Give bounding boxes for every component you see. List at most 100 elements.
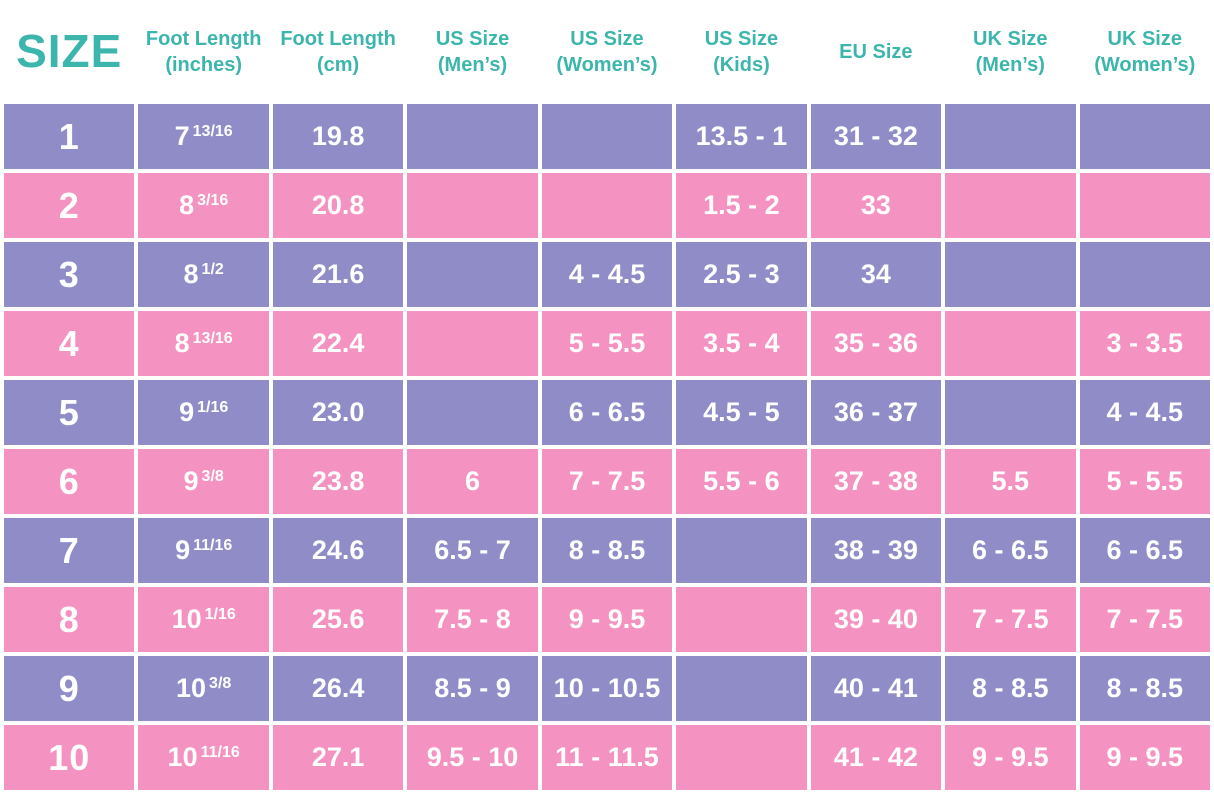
cell-inches: 8 1/2 xyxy=(138,242,269,307)
cell-inches: 7 13/16 xyxy=(138,104,269,169)
cell: 8 - 8.5 xyxy=(541,518,673,583)
cell xyxy=(407,311,538,376)
cell xyxy=(945,242,1076,307)
cell: 4.5 - 5 xyxy=(676,380,807,445)
cell: 3.5 - 4 xyxy=(676,311,807,376)
cell-inches: 10 11/16 xyxy=(138,725,269,790)
cell: 20.8 xyxy=(272,173,404,238)
inch-fraction: 3/8 xyxy=(209,675,232,692)
table-row: 6 9 3/8 23.8 6 7 - 7.5 5.5 - 6 37 - 38 5.5 5 - 5.… xyxy=(4,449,1210,514)
cell xyxy=(945,311,1076,376)
cell: 27.1 xyxy=(272,725,404,790)
cell: 9 - 9.5 xyxy=(1079,725,1210,790)
cell: 23.0 xyxy=(272,380,404,445)
cell: 11 - 11.5 xyxy=(541,725,673,790)
cell: 7 - 7.5 xyxy=(945,587,1076,652)
cell-inches: 8 3/16 xyxy=(138,173,269,238)
inch-fraction: 1/2 xyxy=(201,261,224,278)
table-header: SIZE Foot Length (inches) Foot Length (cm) US… xyxy=(4,4,1210,100)
cell: 24.6 xyxy=(272,518,404,583)
row-size-cell: 7 xyxy=(4,518,135,583)
cell xyxy=(1079,104,1210,169)
cell: 9.5 - 10 xyxy=(407,725,538,790)
cell: 6 xyxy=(407,449,538,514)
cell-inches: 8 13/16 xyxy=(138,311,269,376)
cell: 39 - 40 xyxy=(810,587,942,652)
cell xyxy=(676,518,807,583)
column-header-3: US Size (Men’s) xyxy=(407,4,538,100)
cell: 41 - 42 xyxy=(810,725,942,790)
cell: 6 - 6.5 xyxy=(1079,518,1210,583)
cell xyxy=(1079,242,1210,307)
cell-inches: 9 11/16 xyxy=(138,518,269,583)
column-header-1: Foot Length (inches) xyxy=(138,4,269,100)
cell: 23.8 xyxy=(272,449,404,514)
cell: 9 - 9.5 xyxy=(541,587,673,652)
cell-inches: 9 1/16 xyxy=(138,380,269,445)
table-row: 9 10 3/8 26.4 8.5 - 9 10 - 10.5 40 - 41 8 - 8.5… xyxy=(4,656,1210,721)
cell: 6 - 6.5 xyxy=(945,518,1076,583)
cell xyxy=(541,104,673,169)
cell: 22.4 xyxy=(272,311,404,376)
cell: 5 - 5.5 xyxy=(1079,449,1210,514)
inch-fraction: 11/16 xyxy=(200,744,240,761)
cell xyxy=(407,104,538,169)
cell-inches: 10 3/8 xyxy=(138,656,269,721)
cell: 8 - 8.5 xyxy=(1079,656,1210,721)
table-row: 4 8 13/16 22.4 5 - 5.5 3.5 - 4 35 - 36 3 - 3.5 xyxy=(4,311,1210,376)
cell: 5.5 - 6 xyxy=(676,449,807,514)
cell xyxy=(407,173,538,238)
cell: 7 - 7.5 xyxy=(541,449,673,514)
cell: 36 - 37 xyxy=(810,380,942,445)
inch-fraction: 3/16 xyxy=(197,192,229,209)
inch-fraction: 13/16 xyxy=(192,123,233,140)
table-row: 2 8 3/16 20.8 1.5 - 2 33 xyxy=(4,173,1210,238)
column-header-0: SIZE xyxy=(4,4,135,100)
cell: 7 - 7.5 xyxy=(1079,587,1210,652)
cell: 19.8 xyxy=(272,104,404,169)
cell-inches: 10 1/16 xyxy=(138,587,269,652)
cell: 34 xyxy=(810,242,942,307)
cell xyxy=(407,380,538,445)
row-size-cell: 1 xyxy=(4,104,135,169)
column-header-6: EU Size xyxy=(810,4,942,100)
cell: 4 - 4.5 xyxy=(541,242,673,307)
row-size-cell: 5 xyxy=(4,380,135,445)
cell: 1.5 - 2 xyxy=(676,173,807,238)
table-row: 5 9 1/16 23.0 6 - 6.5 4.5 - 5 36 - 37 4 - 4.5 xyxy=(4,380,1210,445)
cell: 13.5 - 1 xyxy=(676,104,807,169)
cell: 6.5 - 7 xyxy=(407,518,538,583)
cell: 25.6 xyxy=(272,587,404,652)
row-size-cell: 6 xyxy=(4,449,135,514)
cell xyxy=(407,242,538,307)
cell: 3 - 3.5 xyxy=(1079,311,1210,376)
cell: 35 - 36 xyxy=(810,311,942,376)
cell: 9 - 9.5 xyxy=(945,725,1076,790)
cell: 5.5 xyxy=(945,449,1076,514)
table-row: 3 8 1/2 21.6 4 - 4.5 2.5 - 3 34 xyxy=(4,242,1210,307)
inch-fraction: 1/16 xyxy=(197,399,229,416)
cell xyxy=(945,104,1076,169)
row-size-cell: 2 xyxy=(4,173,135,238)
cell xyxy=(1079,173,1210,238)
cell: 31 - 32 xyxy=(810,104,942,169)
cell: 8.5 - 9 xyxy=(407,656,538,721)
cell xyxy=(541,173,673,238)
table-row: 10 10 11/16 27.1 9.5 - 10 11 - 11.5 41 - 42 9 -… xyxy=(4,725,1210,790)
cell: 21.6 xyxy=(272,242,404,307)
cell: 2.5 - 3 xyxy=(676,242,807,307)
row-size-cell: 8 xyxy=(4,587,135,652)
column-header-4: US Size (Women’s) xyxy=(541,4,673,100)
column-header-2: Foot Length (cm) xyxy=(272,4,404,100)
row-size-cell: 10 xyxy=(4,725,135,790)
inch-fraction: 3/8 xyxy=(201,468,224,485)
inch-fraction: 11/16 xyxy=(193,537,233,554)
cell: 40 - 41 xyxy=(810,656,942,721)
table-body: 1 7 13/16 19.8 13.5 - 1 31 - 32 2 8 3/16 20.8 1.5 … xyxy=(4,104,1210,790)
row-size-cell: 9 xyxy=(4,656,135,721)
cell xyxy=(945,173,1076,238)
cell xyxy=(676,587,807,652)
inch-fraction: 1/16 xyxy=(204,606,236,623)
